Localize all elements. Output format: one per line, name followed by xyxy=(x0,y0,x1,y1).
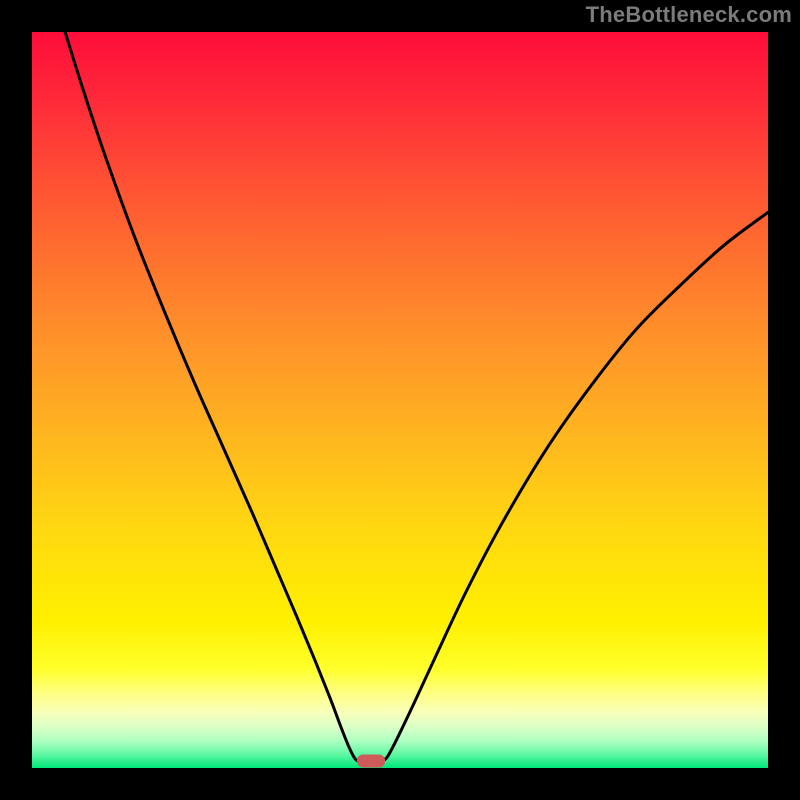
bottleneck-curve-svg xyxy=(32,32,768,768)
chart-frame: TheBottleneck.com xyxy=(0,0,800,800)
bottleneck-curve xyxy=(65,32,768,762)
attribution-watermark: TheBottleneck.com xyxy=(586,2,792,28)
plot-area xyxy=(32,32,768,768)
optimal-point-marker xyxy=(357,754,385,767)
